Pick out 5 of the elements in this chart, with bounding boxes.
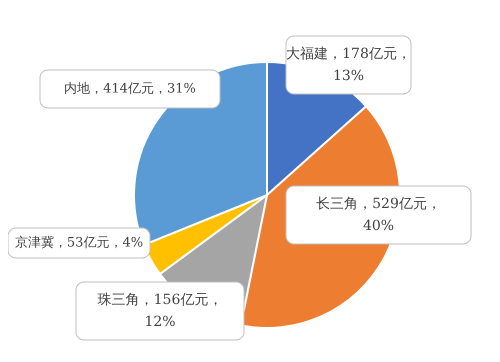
- slice-label: 大福建，178亿元，13%: [286, 46, 411, 84]
- slice-label: 内地，414亿元，31%: [64, 82, 196, 96]
- slice-label: 珠三角，156亿元，12%: [98, 292, 222, 330]
- slice-label: 京津冀，53亿元，4%: [14, 236, 144, 250]
- slice-label: 长三角，529亿元，40%: [316, 196, 441, 234]
